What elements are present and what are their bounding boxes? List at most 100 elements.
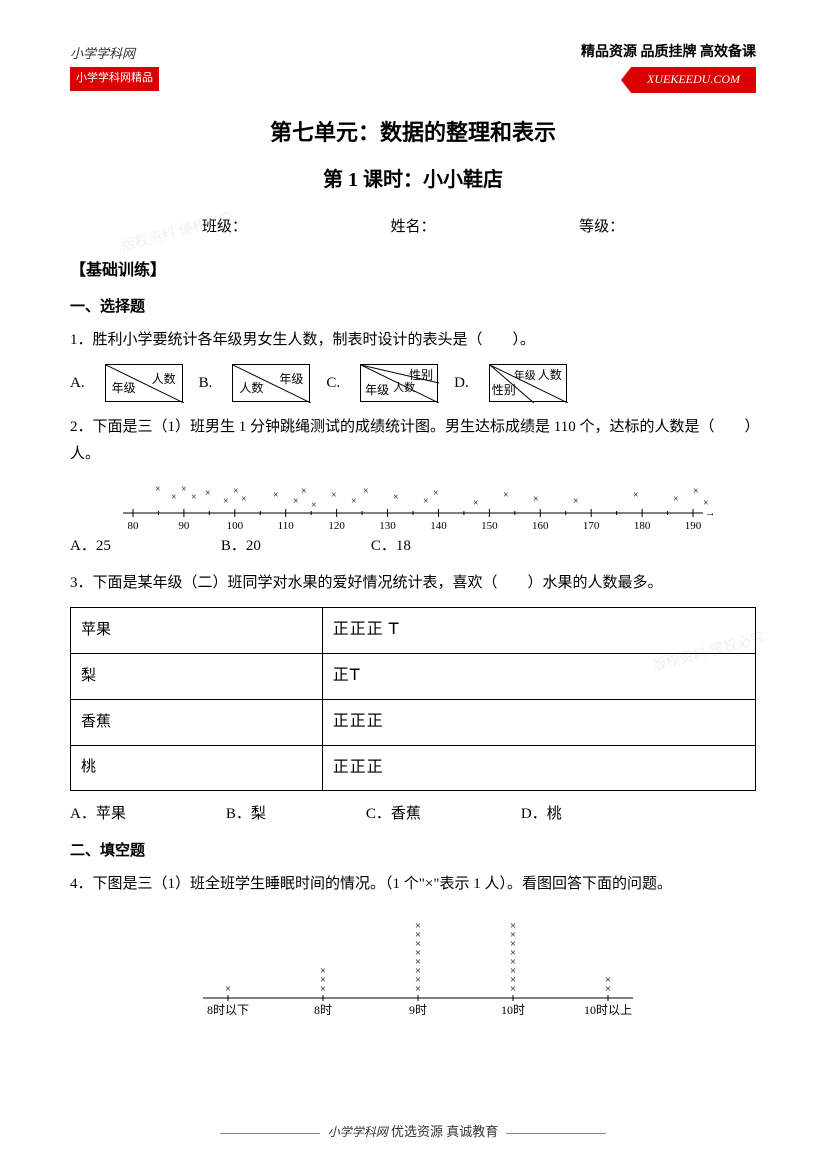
svg-text:×: ×: [473, 498, 479, 509]
svg-text:×: ×: [573, 496, 579, 507]
page-header: 小学学科网 小学学科网精品 精品资源 品质挂牌 高效备课 XUEKEEDU.CO…: [70, 40, 756, 93]
q1-optD-label: D.: [454, 370, 469, 397]
svg-text:×: ×: [320, 965, 326, 977]
fruit-label: 苹果: [71, 608, 323, 654]
svg-text:9时: 9时: [409, 1003, 427, 1017]
svg-text:×: ×: [233, 486, 239, 497]
svg-text:8时: 8时: [314, 1003, 332, 1017]
svg-text:×: ×: [331, 490, 337, 501]
fruit-tally: 正正正: [322, 745, 755, 791]
svg-text:90: 90: [178, 520, 190, 532]
page-footer: 小学学科网 优选资源 真诚教育: [0, 1120, 826, 1144]
svg-text:110: 110: [278, 520, 295, 532]
q3-table: 苹果正正正 𝖳 梨正𝖳 香蕉正正正 桃正正正: [70, 607, 756, 791]
q1-optC-label: C.: [326, 370, 340, 397]
q1-options: A. 人数 年级 B. 年级 人数 C. 性别 人数 年级 D. 人数 年级 性…: [70, 364, 756, 402]
svg-text:×: ×: [633, 490, 639, 501]
svg-text:160: 160: [532, 520, 549, 532]
q1-D-bot: 性别: [492, 380, 516, 402]
q3-optA: A．苹果: [70, 801, 126, 828]
svg-text:×: ×: [605, 974, 611, 986]
q2-dotplot: 8090100110120130140150160170180190××××××…: [113, 478, 713, 533]
q3-optD: D．桃: [521, 801, 562, 828]
table-row: 香蕉正正正: [71, 699, 756, 745]
q1-D-mid: 年级: [514, 367, 536, 387]
q2-optA: A．25: [70, 533, 111, 560]
svg-text:190: 190: [685, 520, 702, 532]
svg-text:×: ×: [673, 494, 679, 505]
header-slogan: 精品资源 品质挂牌 高效备课: [581, 40, 756, 65]
table-row: 苹果正正正 𝖳: [71, 608, 756, 654]
svg-text:×: ×: [510, 920, 516, 932]
fruit-tally: 正正正 𝖳: [322, 608, 755, 654]
svg-text:×: ×: [415, 920, 421, 932]
lesson-title: 第 1 课时：小小鞋店: [70, 162, 756, 198]
svg-text:×: ×: [155, 484, 161, 495]
q1-C-bot: 年级: [365, 380, 389, 402]
q1-diagC: 性别 人数 年级: [360, 364, 438, 402]
fruit-label: 桃: [71, 745, 323, 791]
svg-text:×: ×: [533, 494, 539, 505]
fruit-label: 梨: [71, 653, 323, 699]
svg-text:10时以上: 10时以上: [584, 1003, 632, 1017]
q2-optC: C．18: [371, 533, 411, 560]
svg-text:×: ×: [423, 496, 429, 507]
q1-A-top: 人数: [152, 369, 176, 391]
svg-text:×: ×: [693, 486, 699, 497]
svg-text:170: 170: [583, 520, 600, 532]
section-fill: 二、填空题: [70, 838, 756, 865]
fruit-label: 香蕉: [71, 699, 323, 745]
q1-optA-label: A.: [70, 370, 85, 397]
q2-text: 2．下面是三（1）班男生 1 分钟跳绳测试的成绩统计图。男生达标成绩是 110 …: [70, 414, 756, 468]
svg-text:×: ×: [171, 492, 177, 503]
svg-text:×: ×: [225, 983, 231, 995]
header-right: 精品资源 品质挂牌 高效备课 XUEKEEDU.COM: [581, 40, 756, 93]
q2-optB: B．20: [221, 533, 261, 560]
svg-text:×: ×: [205, 488, 211, 499]
svg-text:×: ×: [393, 492, 399, 503]
unit-title: 第七单元：数据的整理和表示: [70, 113, 756, 153]
svg-text:180: 180: [634, 520, 651, 532]
logo-badge: 小学学科网精品: [70, 67, 159, 91]
q1-C-mid: 人数: [393, 379, 415, 399]
q2-options: A．25 B．20 C．18: [70, 533, 756, 560]
q3-options: A．苹果 B．梨 C．香蕉 D．桃: [70, 801, 756, 828]
q1-A-bot: 年级: [112, 378, 136, 400]
class-label: 班级：: [202, 214, 247, 241]
svg-text:×: ×: [241, 494, 247, 505]
q3-optB: B．梨: [226, 801, 266, 828]
svg-text:×: ×: [191, 492, 197, 503]
info-row: 班级： 姓名： 等级：: [70, 214, 756, 241]
footer-brand: 小学学科网: [328, 1125, 388, 1139]
svg-text:×: ×: [223, 496, 229, 507]
section-choice: 一、选择题: [70, 294, 756, 321]
svg-text:10时: 10时: [501, 1003, 525, 1017]
q4-text: 4．下图是三（1）班全班学生睡眠时间的情况。（1 个"×"表示 1 人）。看图回…: [70, 871, 756, 898]
table-row: 桃正正正: [71, 745, 756, 791]
svg-text:×: ×: [311, 500, 317, 511]
svg-text:8时以下: 8时以下: [207, 1003, 249, 1017]
svg-text:100: 100: [227, 520, 244, 532]
q3-optC: C．香蕉: [366, 801, 421, 828]
q1-B-top: 年级: [279, 369, 303, 391]
svg-text:150: 150: [481, 520, 498, 532]
q1-text: 1．胜利小学要统计各年级男女生人数，制表时设计的表头是（ ）。: [70, 327, 756, 354]
fruit-tally: 正正正: [322, 699, 755, 745]
q1-D-top: 人数: [538, 365, 562, 387]
q3-text: 3．下面是某年级（二）班同学对水果的爱好情况统计表，喜欢（ ）水果的人数最多。: [70, 570, 756, 597]
svg-text:×: ×: [273, 490, 279, 501]
svg-text:×: ×: [293, 496, 299, 507]
logo-text: 小学学科网: [70, 42, 135, 65]
header-url: XUEKEEDU.COM: [631, 67, 756, 93]
svg-text:120: 120: [328, 520, 345, 532]
svg-text:×: ×: [351, 496, 357, 507]
footer-text: 优选资源 真诚教育: [391, 1124, 498, 1139]
section-basic: 【基础训练】: [70, 257, 756, 286]
table-row: 梨正𝖳: [71, 653, 756, 699]
svg-text:130: 130: [379, 520, 396, 532]
svg-text:140: 140: [430, 520, 447, 532]
name-label: 姓名：: [390, 214, 435, 241]
svg-text:80: 80: [128, 520, 140, 532]
q1-diagA: 人数 年级: [105, 364, 183, 402]
logo-left: 小学学科网 小学学科网精品: [70, 42, 159, 91]
